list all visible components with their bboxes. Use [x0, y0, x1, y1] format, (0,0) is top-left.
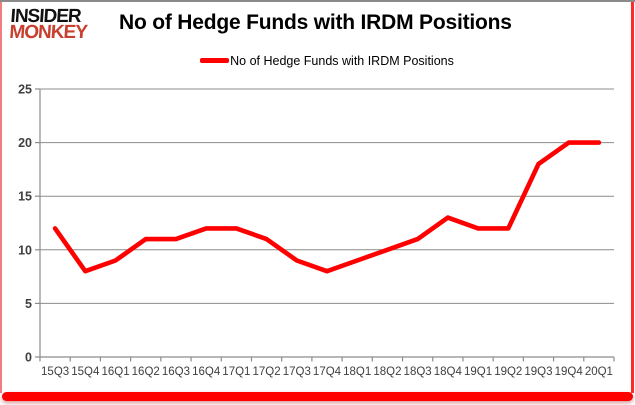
x-axis-label: 16Q4: [192, 366, 221, 378]
x-axis-label: 19Q3: [524, 366, 552, 378]
x-axis-label: 19Q1: [464, 366, 492, 378]
x-axis-label: 15Q3: [41, 366, 69, 378]
y-axis-label: 5: [25, 297, 32, 311]
y-axis-label: 0: [25, 351, 32, 365]
legend-line-marker-icon: [200, 58, 230, 64]
x-axis-label: 19Q4: [555, 366, 584, 378]
x-axis-label: 17Q1: [222, 366, 250, 378]
legend: No of Hedge Funds with IRDM Positions: [40, 52, 614, 70]
x-axis-label: 18Q3: [404, 366, 432, 378]
series-line: [52, 140, 602, 274]
bottom-red-bar: [2, 392, 633, 401]
x-axis-label: 19Q2: [494, 366, 522, 378]
x-axis-label: 16Q2: [132, 366, 160, 378]
x-axis-label: 15Q4: [71, 366, 100, 378]
chart-title: No of Hedge Funds with IRDM Positions: [119, 11, 512, 34]
y-axis-label: 20: [18, 136, 32, 150]
x-axis-label: 17Q2: [253, 366, 281, 378]
top-border: [0, 0, 635, 2]
x-axis-label: 18Q4: [434, 366, 463, 378]
y-axis-label: 25: [18, 83, 32, 97]
right-border: [631, 2, 634, 393]
legend-label: No of Hedge Funds with IRDM Positions: [230, 53, 454, 68]
x-axis-label: 18Q2: [373, 366, 401, 378]
x-axis-label: 17Q4: [313, 366, 342, 378]
left-border: [0, 2, 2, 393]
x-axis-label: 16Q1: [101, 366, 129, 378]
x-axis-label: 16Q3: [162, 366, 190, 378]
y-axis-label: 15: [18, 190, 32, 204]
x-axis-label: 20Q1: [585, 366, 613, 378]
x-axis-label: 18Q1: [343, 366, 371, 378]
y-axis-label: 10: [18, 243, 32, 257]
x-axis-label: 17Q3: [283, 366, 311, 378]
